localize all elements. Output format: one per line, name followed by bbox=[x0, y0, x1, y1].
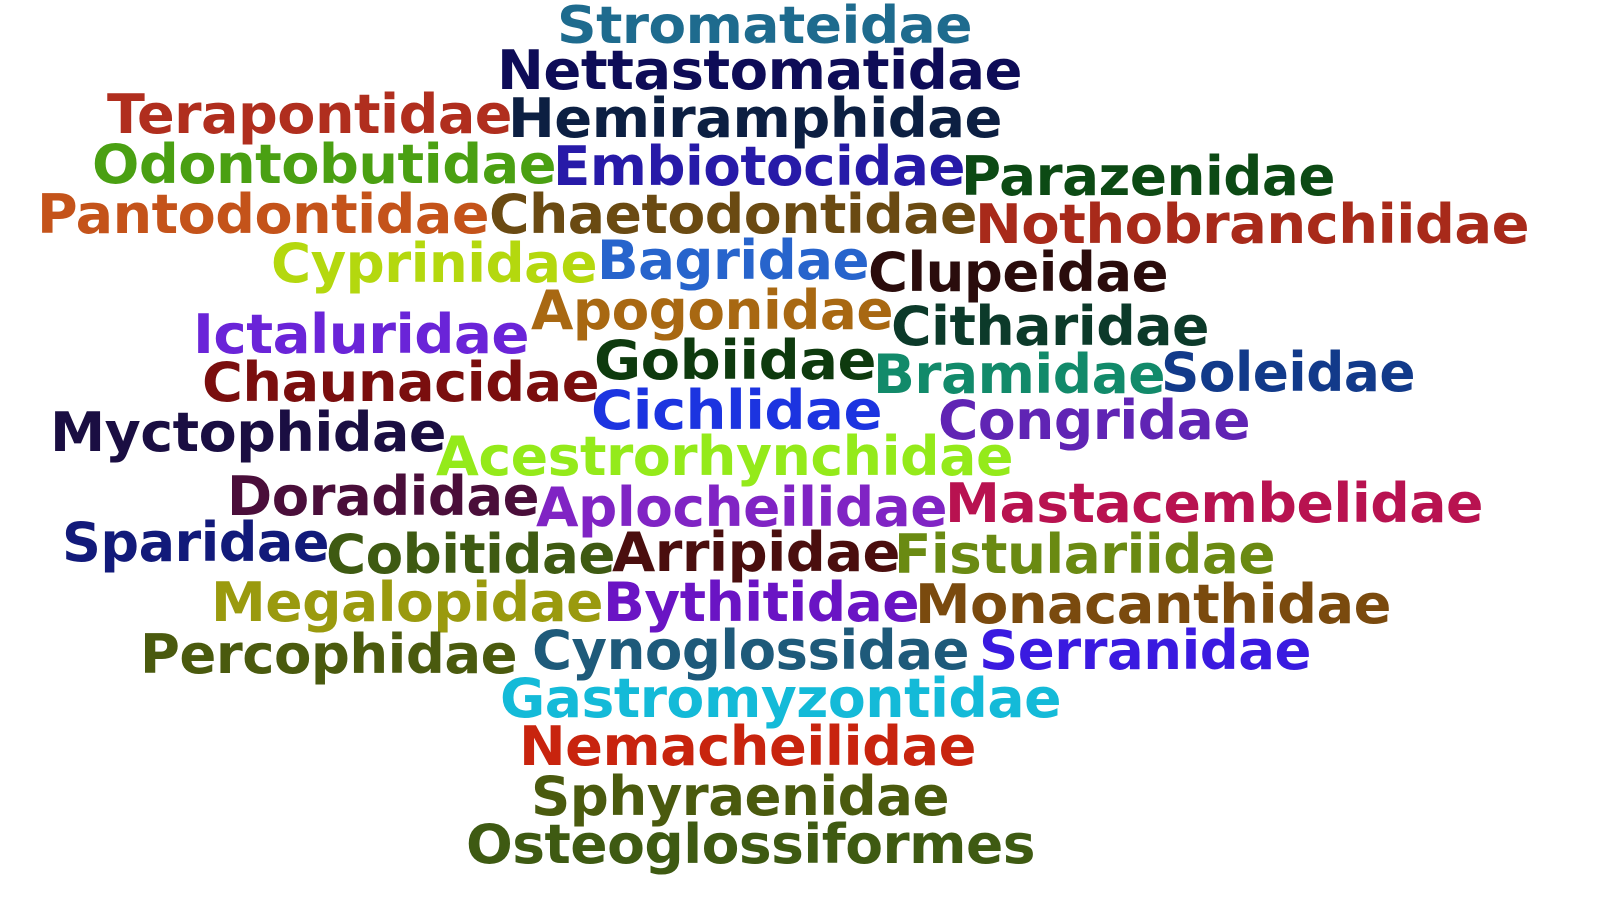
word-gobiidae: Gobiidae bbox=[594, 329, 877, 392]
word-nettastomatidae: Nettastomatidae bbox=[497, 39, 1023, 102]
word-cyprinidae: Cyprinidae bbox=[271, 232, 598, 295]
word-doradidae: Doradidae bbox=[227, 465, 540, 528]
word-hemiramphidae: Hemiramphidae bbox=[508, 87, 1002, 150]
word-cobitidae: Cobitidae bbox=[326, 523, 616, 586]
word-arripidae: Arripidae bbox=[612, 521, 901, 584]
word-congridae: Congridae bbox=[938, 389, 1251, 452]
word-aplocheilidae: Aplocheilidae bbox=[536, 476, 948, 539]
word-bythitidae: Bythitidae bbox=[603, 571, 920, 634]
word-terapontidae: Terapontidae bbox=[107, 83, 512, 146]
word-cichlidae: Cichlidae bbox=[591, 379, 883, 442]
word-gastromyzontidae: Gastromyzontidae bbox=[500, 667, 1062, 730]
word-sparidae: Sparidae bbox=[62, 511, 330, 574]
word-bagridae: Bagridae bbox=[597, 229, 870, 292]
word-acestrorhynchidae: Acestrorhynchidae bbox=[436, 425, 1013, 488]
word-citharidae: Citharidae bbox=[891, 295, 1210, 358]
word-parazenidae: Parazenidae bbox=[961, 145, 1336, 208]
word-soleidae: Soleidae bbox=[1161, 341, 1415, 404]
word-osteoglossiformes: Osteoglossiformes bbox=[466, 813, 1036, 876]
word-embiotocidae: Embiotocidae bbox=[553, 135, 965, 198]
word-chaunacidae: Chaunacidae bbox=[202, 351, 600, 414]
word-monacanthidae: Monacanthidae bbox=[915, 573, 1392, 636]
word-cynoglossidae: Cynoglossidae bbox=[532, 619, 969, 682]
word-odontobutidae: Odontobutidae bbox=[92, 133, 557, 196]
word-ictaluridae: Ictaluridae bbox=[193, 303, 530, 366]
word-percophidae: Percophidae bbox=[140, 623, 518, 686]
word-apogonidae: Apogonidae bbox=[531, 279, 894, 342]
word-pantodontidae: Pantodontidae bbox=[37, 183, 489, 246]
word-megalopidae: Megalopidae bbox=[211, 571, 603, 634]
word-sphyraenidae: Sphyraenidae bbox=[531, 765, 949, 828]
word-fistulariidae: Fistulariidae bbox=[894, 523, 1276, 586]
word-nothobranchiidae: Nothobranchiidae bbox=[975, 193, 1530, 256]
word-serranidae: Serranidae bbox=[979, 619, 1312, 682]
word-stromateidae: Stromateidae bbox=[557, 0, 973, 56]
word-mastacembelidae: Mastacembelidae bbox=[945, 472, 1484, 535]
word-chaetodontidae: Chaetodontidae bbox=[489, 183, 977, 246]
word-nemacheilidae: Nemacheilidae bbox=[519, 715, 977, 778]
word-myctophidae: Myctophidae bbox=[50, 401, 446, 464]
word-clupeidae: Clupeidae bbox=[868, 241, 1169, 304]
word-bramidae: Bramidae bbox=[873, 343, 1166, 406]
